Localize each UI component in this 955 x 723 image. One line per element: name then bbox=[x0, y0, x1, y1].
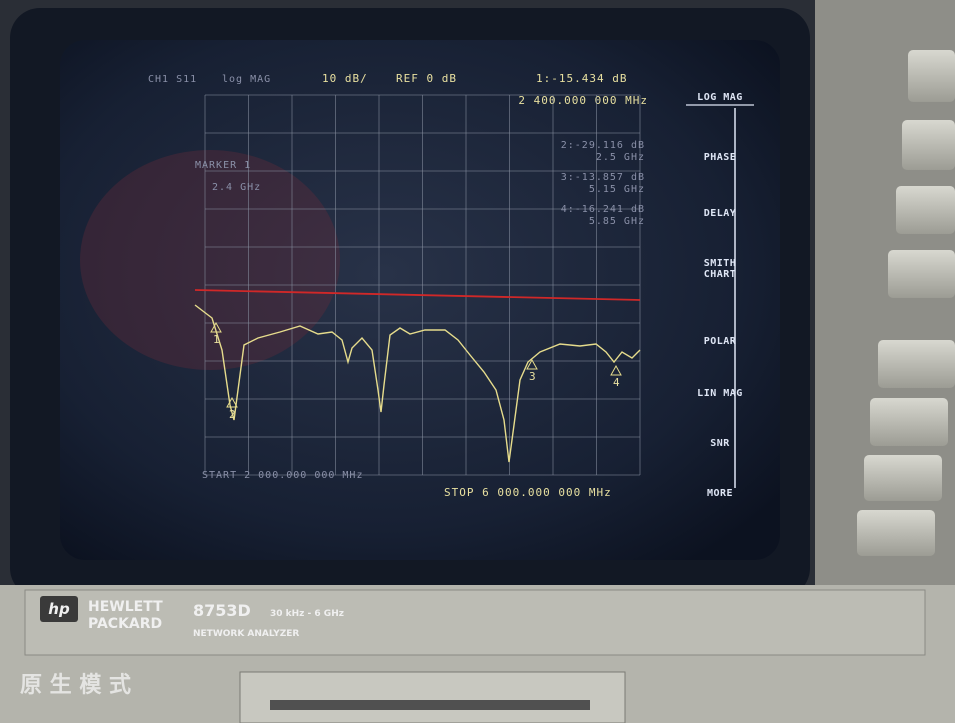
softkey-label[interactable]: SNR bbox=[710, 438, 730, 449]
softkey-label[interactable]: CHART bbox=[704, 269, 737, 280]
softkey-button[interactable] bbox=[857, 510, 935, 556]
active-marker: 1:-15.434 dB bbox=[536, 72, 627, 85]
softkey-label[interactable]: DELAY bbox=[704, 208, 737, 219]
marker-triangle bbox=[610, 364, 622, 376]
floppy-slot bbox=[270, 700, 590, 710]
marker-number: 4 bbox=[613, 376, 621, 389]
model: 8753D bbox=[193, 601, 251, 620]
trace-markers: 1 2 3 4 bbox=[210, 321, 622, 421]
reference-line bbox=[194, 289, 641, 301]
logo: hp bbox=[48, 600, 70, 618]
marker-number: 1 bbox=[213, 333, 221, 346]
softkey-label[interactable]: POLAR bbox=[704, 336, 737, 347]
marker-frequency: 5.15 GHz bbox=[589, 184, 645, 195]
softkey-label[interactable]: PHASE bbox=[704, 152, 737, 163]
label-strip bbox=[24, 589, 926, 656]
softkey-button[interactable] bbox=[864, 455, 942, 501]
marker-list: 2:-29.116 dB2.5 GHz 3:-13.857 dB5.15 GHz 4… bbox=[561, 140, 645, 227]
start-frequency: START 2 000.000 000 MHz bbox=[202, 470, 363, 481]
marker-value: 3:-13.857 dB bbox=[561, 172, 645, 183]
watermark: 原 生 模 式 bbox=[20, 673, 131, 698]
softkey-label[interactable]: SMITH bbox=[704, 258, 737, 269]
frequency-range: 30 kHz - 6 GHz bbox=[270, 609, 344, 619]
softkey-button[interactable] bbox=[878, 340, 955, 388]
instrument-type: NETWORK ANALYZER bbox=[193, 629, 299, 639]
marker-box-title: MARKER 1 bbox=[195, 160, 251, 171]
hardkeys bbox=[857, 50, 955, 556]
marker-triangle bbox=[526, 358, 538, 370]
marker-triangle bbox=[210, 321, 222, 333]
marker-value: 4:-16.241 dB bbox=[561, 204, 645, 215]
reference: REF 0 dB bbox=[396, 72, 457, 85]
softkey-button[interactable] bbox=[902, 120, 955, 170]
brand-name: HEWLETT bbox=[88, 599, 163, 615]
stop-frequency: STOP 6 000.000 000 MHz bbox=[444, 486, 612, 499]
logo-box bbox=[40, 596, 78, 622]
softkey-button[interactable] bbox=[888, 250, 955, 298]
brand-name: PACKARD bbox=[88, 616, 162, 632]
floppy-drive bbox=[239, 671, 626, 723]
marker-frequency: 5.85 GHz bbox=[589, 216, 645, 227]
marker-frequency: 2.5 GHz bbox=[596, 152, 645, 163]
softkey-label[interactable]: LOG MAG bbox=[697, 92, 743, 103]
channel: CH1 S11 bbox=[148, 74, 197, 85]
reflection bbox=[80, 150, 340, 370]
active-marker-frequency: 2 400.000 000 MHz bbox=[518, 94, 648, 107]
marker-number: 3 bbox=[529, 370, 537, 383]
softkey-label[interactable]: LIN MAG bbox=[697, 388, 743, 399]
scale: 10 dB/ bbox=[322, 72, 368, 85]
format: log MAG bbox=[222, 74, 271, 85]
marker-number: 2 bbox=[229, 408, 237, 421]
softkey-button[interactable] bbox=[908, 50, 955, 102]
softkey-button[interactable] bbox=[896, 186, 955, 234]
grid bbox=[204, 94, 641, 476]
trace bbox=[194, 304, 641, 463]
screen bbox=[60, 40, 780, 560]
marker-triangle bbox=[226, 396, 238, 408]
softkey-button[interactable] bbox=[870, 398, 948, 446]
softkey-label[interactable]: MORE bbox=[707, 488, 733, 499]
marker-box-frequency: 2.4 GHz bbox=[212, 182, 261, 193]
marker-value: 2:-29.116 dB bbox=[561, 140, 645, 151]
